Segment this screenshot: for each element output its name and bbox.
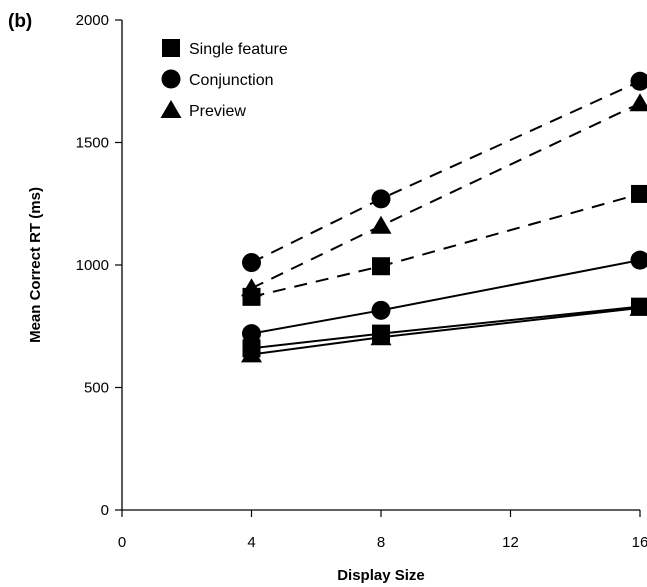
data-point-square [372, 257, 390, 276]
y-tick-label: 1000 [76, 257, 109, 274]
data-point-triangle [241, 344, 262, 363]
x-axis-title: Display Size [337, 567, 425, 584]
data-point-circle [630, 71, 647, 91]
series-line-solid [251, 259, 641, 335]
data-point-square [631, 184, 647, 203]
data-point-circle [371, 300, 391, 320]
legend: Single feature Conjunction Preview [160, 39, 288, 120]
x-ticks: 0 4 8 12 16 [118, 510, 647, 551]
data-point-circle [242, 324, 261, 344]
x-tick-label: 16 [632, 534, 647, 551]
legend-marker-square [162, 39, 180, 57]
data-point-circle [630, 250, 647, 270]
data-point-triangle [629, 93, 647, 112]
series-line-dashed [251, 80, 641, 264]
data-point-triangle [629, 297, 647, 316]
series-layer [241, 71, 647, 363]
data-point-circle [242, 253, 261, 273]
y-tick-label: 0 [101, 502, 109, 519]
legend-marker-triangle [160, 100, 182, 118]
panel-label: (b) [8, 11, 32, 32]
legend-label: Preview [189, 103, 246, 120]
y-tick-label: 1500 [76, 135, 109, 152]
x-tick-label: 8 [377, 534, 385, 551]
legend-label: Conjunction [189, 72, 274, 89]
data-point-triangle [370, 215, 392, 234]
legend-marker-circle [161, 69, 181, 89]
data-point-circle [371, 189, 391, 209]
data-point-triangle [241, 278, 262, 297]
y-tick-label: 500 [84, 380, 109, 397]
x-tick-label: 12 [502, 534, 519, 551]
data-point-triangle [370, 327, 392, 346]
series-line-dashed [251, 102, 641, 290]
x-tick-label: 4 [247, 534, 255, 551]
y-tick-label: 2000 [76, 12, 109, 29]
series-line-solid [251, 306, 641, 356]
series-line-dashed [251, 192, 641, 298]
series-line-solid [251, 305, 641, 350]
y-axis-title: Mean Correct RT (ms) [27, 187, 44, 343]
x-tick-label: 0 [118, 534, 126, 551]
legend-label: Single feature [189, 41, 288, 58]
y-ticks: 0 500 1000 1500 2000 [76, 12, 122, 519]
